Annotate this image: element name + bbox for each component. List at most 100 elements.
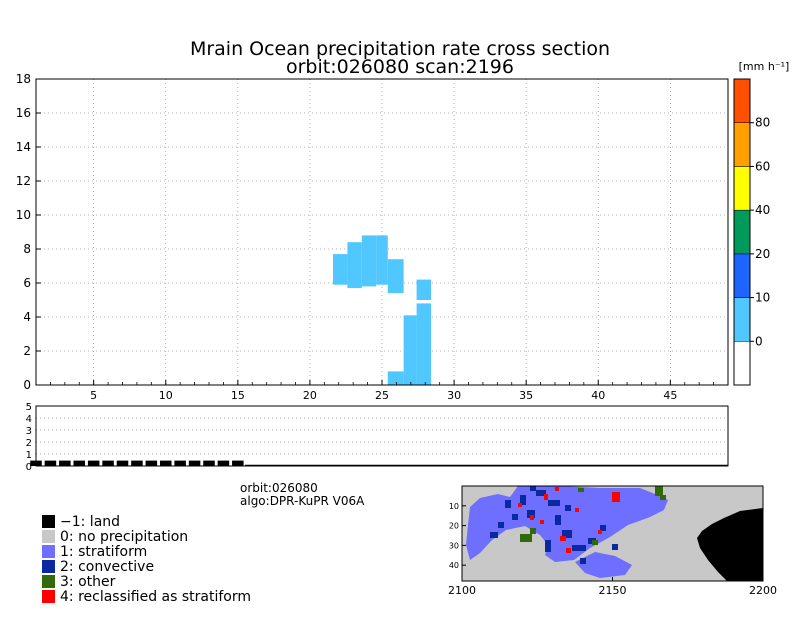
legend-swatch <box>42 545 55 558</box>
precip-cell <box>416 303 432 385</box>
strip-y-label: 4 <box>26 414 32 425</box>
strip-bar <box>44 460 57 466</box>
strip-bar <box>145 460 158 466</box>
other-pixels <box>520 486 666 545</box>
cross-section-grid <box>36 79 728 385</box>
precip-cell <box>403 315 417 385</box>
y-tick-label: 0 <box>23 378 31 392</box>
legend-swatch <box>42 530 55 543</box>
precip-cell <box>361 235 377 287</box>
precip-cell <box>332 254 348 285</box>
x-tick-label: 25 <box>375 389 389 402</box>
swath-map: 2100 2150 2200 10 20 30 40 <box>448 485 777 597</box>
colorbar-segment <box>733 209 751 255</box>
colorbar-label: 10 <box>755 291 770 305</box>
x-tick-label: 40 <box>591 389 605 402</box>
strip-bar <box>116 460 129 466</box>
strip-bars <box>30 460 728 467</box>
stratiform-region <box>466 486 668 562</box>
strip-bar <box>203 460 215 466</box>
swath-ticks: 2100 2150 2200 10 20 30 40 <box>448 502 777 597</box>
strip-bar <box>174 460 186 466</box>
precip-cell <box>387 371 404 385</box>
strip-y-label: 2 <box>26 438 32 449</box>
precip-cell <box>387 259 404 294</box>
x-tick-label: 30 <box>447 389 461 402</box>
strip-grid <box>36 417 728 455</box>
legend-swatch <box>42 560 55 573</box>
legend-label: −1: land <box>60 514 120 530</box>
colorbar-segment <box>733 78 751 123</box>
y-tick-label: 10 <box>16 208 31 222</box>
legend-label: 0: no precipitation <box>60 529 188 545</box>
precip-cell <box>416 279 432 300</box>
land-region <box>697 508 763 581</box>
strip-bar <box>131 460 143 466</box>
strip-bar <box>73 460 86 466</box>
strip-y-label: 5 <box>26 402 32 413</box>
strip-bar <box>59 460 71 466</box>
precip-cell <box>376 235 388 285</box>
legend-swatch <box>42 575 55 588</box>
strip-y-label: 0 <box>26 462 32 473</box>
precip-cell <box>347 242 362 289</box>
colorbar-segment <box>733 253 751 298</box>
cross-section-cells <box>332 235 432 385</box>
cross-section-y-ticks: 0 2 4 6 8 10 12 14 16 18 <box>16 72 41 392</box>
colorbar-labels: 0 10 20 40 60 80 <box>750 116 770 348</box>
swath-x-label: 2150 <box>599 584 627 597</box>
y-tick-label: 6 <box>23 276 31 290</box>
strip-y-label: 3 <box>26 426 32 437</box>
colorbar-segments <box>733 78 751 386</box>
x-tick-label: 5 <box>90 389 97 402</box>
y-tick-label: 8 <box>23 242 31 256</box>
swath-x-label: 2100 <box>448 584 476 597</box>
legend-label: 3: other <box>60 574 116 590</box>
legend-swatch <box>42 590 55 603</box>
strip-bar <box>217 460 230 466</box>
legend-swatch <box>42 515 55 528</box>
colorbar: [mm h⁻¹] 0 10 20 40 60 80 <box>733 60 790 386</box>
chart-subtitle: orbit:026080 scan:2196 <box>286 56 514 78</box>
x-tick-label: 35 <box>519 389 533 402</box>
swath-y-label: 10 <box>449 502 459 511</box>
legend-label: 4: reclassified as stratiform <box>60 589 251 605</box>
y-tick-label: 18 <box>16 72 31 86</box>
swath-x-label: 2200 <box>749 584 777 597</box>
chart-title: Mrain Ocean precipitation rate cross sec… <box>190 38 610 60</box>
colorbar-segment <box>733 122 751 167</box>
swath-y-label: 30 <box>449 541 459 550</box>
y-tick-label: 4 <box>23 310 31 324</box>
colorbar-frame <box>733 78 751 386</box>
legend-label: 2: convective <box>60 559 154 575</box>
colorbar-label: 40 <box>755 203 770 217</box>
strip-frame <box>35 405 729 467</box>
strip-bar <box>102 460 114 466</box>
info-orbit: orbit:026080 <box>240 481 318 495</box>
convective-pixels <box>490 486 618 564</box>
x-tick-label: 15 <box>231 389 245 402</box>
y-tick-label: 16 <box>16 106 31 120</box>
reclassified-pixels <box>518 487 620 553</box>
y-tick-label: 14 <box>16 140 31 154</box>
colorbar-label: 0 <box>755 334 763 348</box>
colorbar-segment <box>733 341 751 386</box>
x-tick-label: 45 <box>663 389 677 402</box>
cross-section-x-ticks: 5 10 15 20 25 30 35 40 45 <box>35 380 729 402</box>
colorbar-segment <box>733 166 751 211</box>
swath-y-label: 40 <box>449 561 459 570</box>
colorbar-label: 60 <box>755 159 770 173</box>
colorbar-segment <box>733 297 751 342</box>
swath-y-label: 20 <box>449 522 459 531</box>
legend-label: 1: stratiform <box>60 544 147 560</box>
colorbar-label: 20 <box>755 247 770 261</box>
stratiform-region-east <box>575 552 632 578</box>
colorbar-label: 80 <box>755 116 770 130</box>
strip-bar <box>159 460 172 466</box>
strip-bar <box>188 460 201 466</box>
strip-bar <box>232 460 244 466</box>
colorbar-unit: [mm h⁻¹] <box>739 60 790 73</box>
